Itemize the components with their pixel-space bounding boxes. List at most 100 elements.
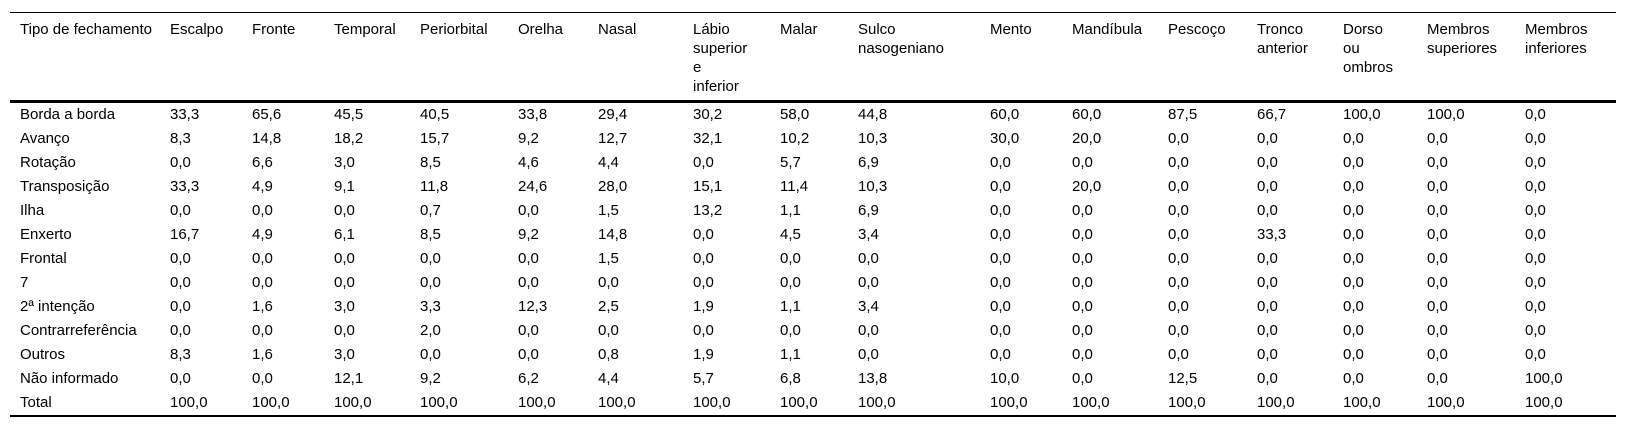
column-header: Pescoço (1168, 12, 1257, 103)
value-cell: 0,0 (1343, 202, 1364, 219)
value-cell: 1,1 (780, 346, 801, 363)
value-cell: 16,7 (170, 226, 200, 243)
value-cell: 11,8 (420, 178, 449, 195)
row-label: Total (10, 391, 170, 417)
value-cell: 8,3 (170, 130, 191, 147)
row-label: Avanço (20, 130, 70, 147)
value-cell: 65,6 (252, 106, 282, 123)
table-row: Borda a borda 33,3 65,6 45,5 40,5 33,8 29,4 30,… (10, 102, 1616, 128)
table-row: 7 0,0 0,0 0,0 0,0 0,0 0,0 0,0 0,0 0,0 0,0 0,0 0,0 0,0… (10, 271, 1616, 295)
column-header: Escalpo (170, 12, 252, 103)
value-cell: 6,2 (518, 370, 539, 387)
value-cell: 0,0 (693, 154, 714, 171)
value-cell: 10,3 (858, 178, 888, 195)
value-cell: 0,0 (1168, 226, 1189, 243)
value-cell: 0,0 (1525, 130, 1546, 147)
value-cell: 0,0 (1168, 202, 1189, 219)
value-cell: 0,0 (1525, 322, 1546, 339)
value-cell: 0,0 (518, 274, 539, 291)
value-cell: 0,0 (598, 322, 619, 339)
value-cell: 0,0 (1343, 274, 1364, 291)
value-cell: 0,0 (1343, 250, 1364, 267)
table-row: Frontal 0,0 0,0 0,0 0,0 0,0 1,5 0,0 0,0 0,0 0,0 0,0… (10, 247, 1616, 271)
value-cell: 20,0 (1072, 178, 1102, 195)
value-cell: 0,0 (990, 298, 1011, 315)
value-cell: 0,0 (1525, 250, 1546, 267)
value-cell: 0,0 (1427, 178, 1448, 195)
value-cell: 6,1 (334, 226, 355, 243)
value-cell: 0,0 (1525, 346, 1546, 363)
value-cell: 2,5 (598, 298, 619, 315)
table-row: Rotação 0,0 6,6 3,0 8,5 4,6 4,4 0,0 5,7 6,9 0,0 0,0… (10, 151, 1616, 175)
value-cell: 0,0 (858, 274, 879, 291)
value-cell: 44,8 (858, 106, 888, 123)
value-cell: 3,0 (334, 298, 355, 315)
value-cell: 40,5 (420, 106, 450, 123)
value-cell: 0,0 (1072, 202, 1093, 219)
value-cell: 0,0 (1427, 130, 1448, 147)
header-row: Tipo de fechamento Escalpo Fronte Temporal… (10, 12, 1616, 103)
value-cell: 0,0 (1168, 178, 1189, 195)
value-cell: 0,0 (170, 250, 191, 267)
value-cell: 1,5 (598, 250, 619, 267)
value-cell: 13,8 (858, 370, 888, 387)
value-cell: 15,1 (693, 178, 723, 195)
value-cell: 0,0 (1168, 274, 1189, 291)
value-cell: 0,0 (1072, 346, 1093, 363)
value-cell: 3,4 (858, 298, 879, 315)
value-cell: 0,0 (1257, 298, 1278, 315)
row-label: Rotação (20, 154, 76, 171)
value-cell: 0,0 (1343, 154, 1364, 171)
value-cell: 0,0 (518, 322, 539, 339)
row-label: Ilha (20, 202, 45, 219)
value-cell: 0,0 (334, 250, 355, 267)
value-cell: 0,0 (1525, 298, 1546, 315)
value-cell: 3,0 (334, 346, 355, 363)
value-cell: 100,0 (252, 391, 334, 417)
value-cell: 0,0 (1072, 250, 1093, 267)
value-cell: 0,0 (1343, 346, 1364, 363)
value-cell: 0,0 (1168, 346, 1189, 363)
value-cell: 0,0 (1257, 154, 1278, 171)
table-row: Contrarreferência 0,0 0,0 0,0 2,0 0,0 0,0 0,0 0,… (10, 319, 1616, 343)
value-cell: 0,0 (1343, 130, 1364, 147)
value-cell: 58,0 (780, 106, 810, 123)
table-row: Total 100,0 100,0 100,0 100,0 100,0 100,0 100,0… (10, 391, 1616, 417)
value-cell: 0,0 (170, 298, 191, 315)
value-cell: 0,0 (1168, 250, 1189, 267)
value-cell: 1,1 (780, 298, 801, 315)
value-cell: 0,0 (252, 370, 273, 387)
value-cell: 0,0 (1072, 274, 1093, 291)
value-cell: 0,0 (170, 370, 191, 387)
value-cell: 0,0 (1343, 226, 1364, 243)
value-cell: 33,8 (518, 106, 548, 123)
value-cell: 0,0 (518, 202, 539, 219)
value-cell: 100,0 (1525, 391, 1616, 417)
value-cell: 6,9 (858, 202, 879, 219)
value-cell: 1,6 (252, 298, 273, 315)
row-label: Transposição (20, 178, 110, 195)
table-body: Borda a borda 33,3 65,6 45,5 40,5 33,8 29,4 30,… (10, 102, 1616, 417)
corner-header: Tipo de fechamento (10, 12, 170, 103)
value-cell: 4,4 (598, 154, 619, 171)
value-cell: 0,0 (990, 226, 1011, 243)
value-cell: 1,9 (693, 346, 714, 363)
value-cell: 100,0 (990, 391, 1072, 417)
value-cell: 9,2 (420, 370, 441, 387)
value-cell: 60,0 (990, 106, 1020, 123)
value-cell: 9,2 (518, 130, 539, 147)
value-cell: 0,0 (990, 250, 1011, 267)
column-header: Temporal (334, 12, 420, 103)
value-cell: 1,5 (598, 202, 619, 219)
row-label: Frontal (20, 250, 67, 267)
value-cell: 9,2 (518, 226, 539, 243)
value-cell: 6,8 (780, 370, 801, 387)
value-cell: 1,1 (780, 202, 801, 219)
value-cell: 0,0 (990, 274, 1011, 291)
value-cell: 0,0 (1427, 322, 1448, 339)
value-cell: 10,2 (780, 130, 810, 147)
value-cell: 29,4 (598, 106, 628, 123)
column-header: Membros superiores (1427, 12, 1525, 103)
column-header: Malar (780, 12, 858, 103)
